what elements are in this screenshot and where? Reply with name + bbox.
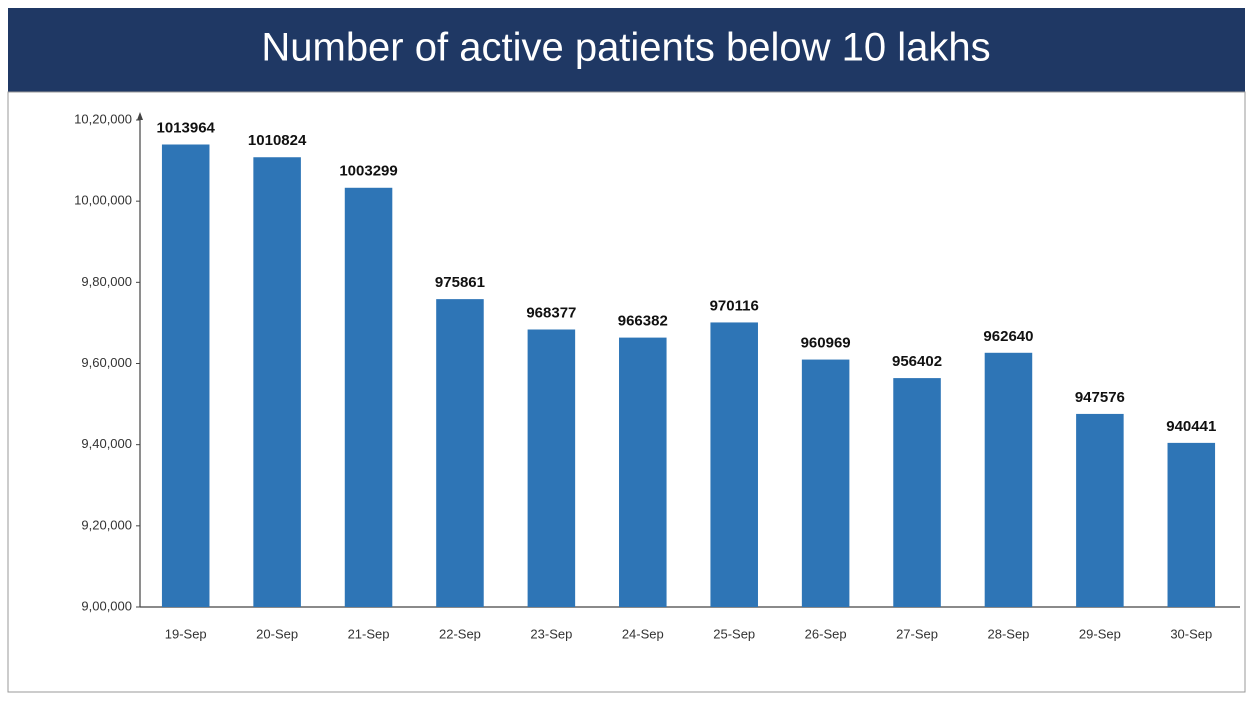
bar — [436, 299, 484, 607]
data-label: 968377 — [526, 304, 576, 321]
x-tick-label: 24-Sep — [622, 626, 664, 641]
bar — [1076, 413, 1124, 607]
data-label: 1013964 — [157, 119, 216, 136]
x-tick-label: 30-Sep — [1170, 626, 1212, 641]
y-tick-label: 9,20,000 — [81, 517, 132, 532]
y-tick-label: 9,60,000 — [81, 355, 132, 370]
x-tick-label: 29-Sep — [1079, 626, 1121, 641]
data-label: 940441 — [1166, 418, 1216, 435]
data-label: 1003299 — [339, 163, 397, 180]
bar — [710, 322, 758, 607]
title-banner — [8, 8, 1245, 92]
bar — [984, 352, 1033, 607]
data-label: 956402 — [892, 353, 942, 370]
data-label: 975861 — [435, 274, 485, 291]
x-tick-label: 25-Sep — [713, 626, 755, 641]
bar — [801, 359, 850, 607]
x-tick-label: 22-Sep — [439, 626, 481, 641]
bar — [619, 337, 667, 607]
data-label: 970116 — [710, 297, 759, 314]
x-tick-label: 28-Sep — [987, 626, 1029, 641]
bar — [1167, 442, 1216, 607]
x-tick-label: 26-Sep — [805, 626, 847, 641]
x-tick-label: 19-Sep — [165, 626, 207, 641]
x-tick-label: 27-Sep — [896, 626, 938, 641]
x-tick-label: 20-Sep — [256, 626, 298, 641]
data-label: 1010824 — [248, 132, 307, 149]
x-tick-label: 23-Sep — [530, 626, 572, 641]
data-label: 947576 — [1075, 389, 1125, 406]
bar — [527, 329, 576, 607]
frame — [7, 91, 1246, 693]
y-tick-label: 9,40,000 — [81, 436, 132, 451]
data-label: 960969 — [801, 335, 851, 352]
bar — [253, 157, 301, 608]
data-label: 966382 — [618, 313, 668, 330]
data-label: 962640 — [983, 328, 1033, 345]
x-tick-label: 21-Sep — [348, 626, 390, 641]
y-tick-label: 9,80,000 — [81, 274, 132, 289]
bar — [161, 144, 210, 607]
y-axis-arrow — [137, 112, 143, 120]
chart-title: Number of active patients below 10 lakhs — [261, 26, 990, 70]
bar — [893, 378, 941, 607]
bar — [344, 187, 393, 607]
y-tick-label: 10,00,000 — [74, 193, 132, 208]
y-tick-label: 10,20,000 — [74, 111, 132, 126]
y-tick-label: 9,00,000 — [81, 598, 132, 613]
